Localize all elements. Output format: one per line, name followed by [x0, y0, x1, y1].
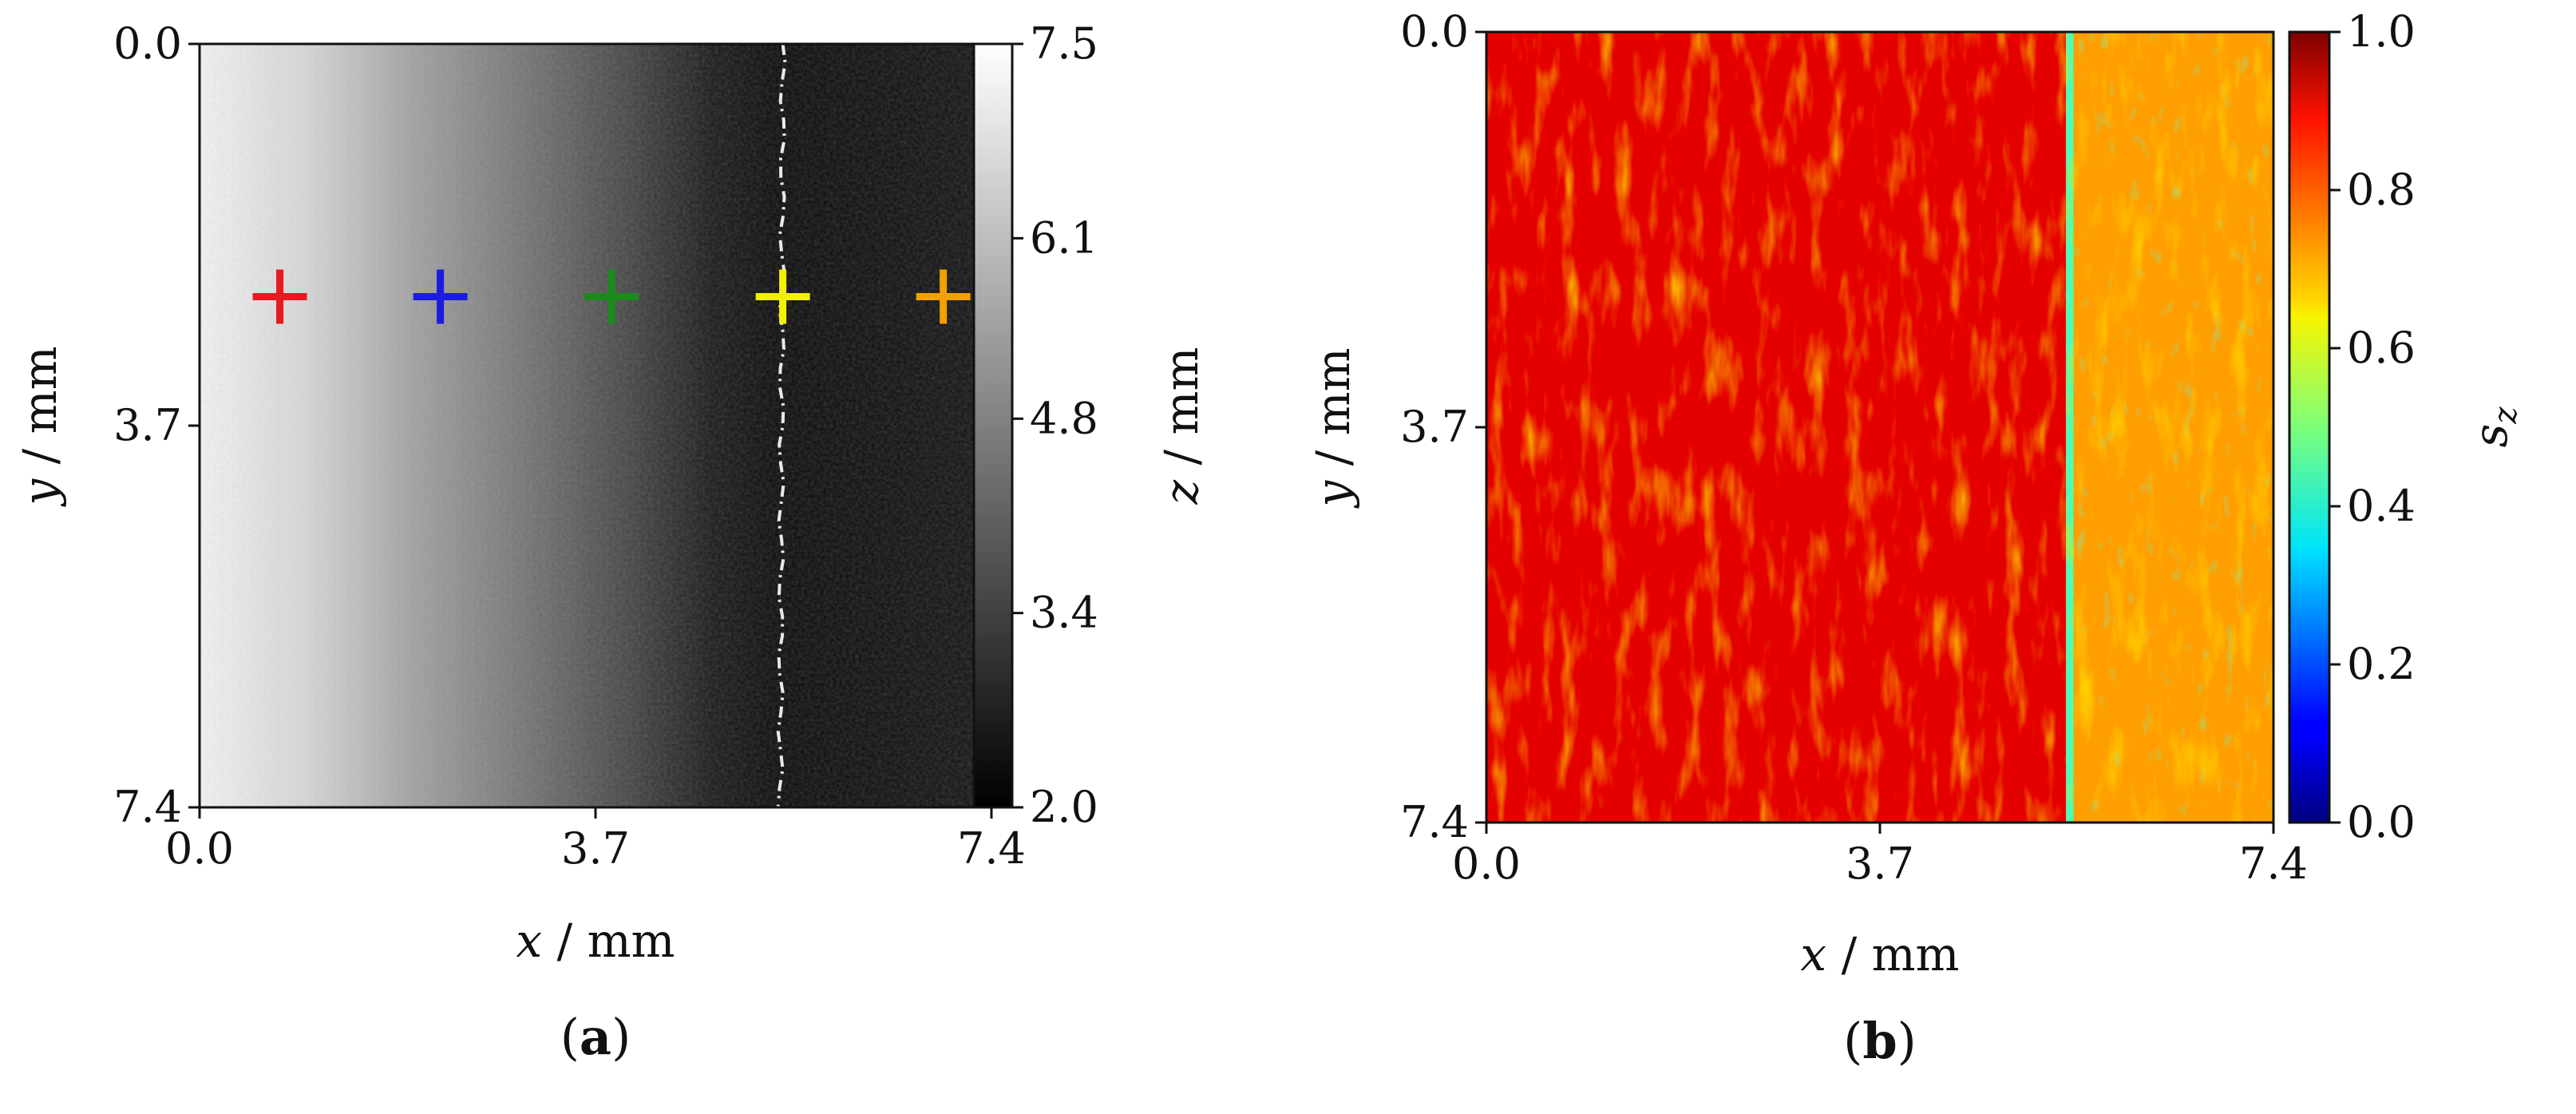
a-y-tick-label: 7.4 [113, 782, 182, 832]
colorbar [972, 42, 1014, 809]
a-colorbar-tick-label: 2.0 [1030, 782, 1098, 832]
b-x-tick-label: 3.7 [1846, 838, 1914, 889]
a-y-tick-label: 3.7 [113, 400, 182, 450]
colorbar [2288, 30, 2331, 824]
colorbar-ticks: 0.0 0.2 0.4 0.6 0.8 1.0 [2329, 6, 2416, 847]
similarity-map-texture-cool [2064, 32, 2273, 823]
a-x-tick-label: 0.0 [165, 823, 234, 874]
b-colorbar-tick-label: 1.0 [2347, 6, 2416, 57]
height-map-texture [200, 44, 991, 807]
panel-b: 0.0 3.7 7.4 0.0 3.7 7.4 x / mm y / mm 0.0 0.2… [1306, 6, 2524, 1070]
marker-cross [916, 269, 971, 324]
b-colorbar-tick-label: 0.4 [2347, 481, 2416, 531]
x-axis-label: x / mm [1800, 927, 1959, 981]
colorbar-label: z / mm [1154, 347, 1209, 505]
panel-label-b: (b) [1843, 1012, 1917, 1070]
y-ticks: 0.0 3.7 7.4 [1400, 6, 1486, 847]
colorbar-ticks: 2.0 3.4 4.8 6.1 7.5 [1012, 18, 1098, 832]
marker-cross [413, 269, 468, 324]
a-colorbar-tick-label: 4.8 [1030, 393, 1098, 443]
b-colorbar-tick-label: 0.2 [2347, 639, 2416, 689]
a-colorbar-tick-label: 6.1 [1030, 212, 1098, 263]
a-colorbar-tick-label: 3.4 [1030, 588, 1098, 638]
b-x-tick-label: 7.4 [2239, 838, 2308, 889]
bright-line [776, 43, 787, 808]
a-y-tick-label: 0.0 [113, 18, 182, 69]
b-colorbar-tick-label: 0.6 [2347, 323, 2416, 373]
colorbar-label: sz [2463, 406, 2524, 448]
b-y-tick-label: 0.0 [1400, 6, 1469, 57]
marker-cross [584, 269, 639, 324]
b-colorbar-tick-label: 0.0 [2347, 797, 2416, 847]
b-y-tick-label: 3.7 [1400, 402, 1469, 452]
y-axis-label: y / mm [1306, 347, 1360, 509]
a-colorbar-tick-label: 7.5 [1030, 18, 1098, 69]
marker-cross [755, 269, 810, 324]
panel-a: 0.0 3.7 7.4 0.0 3.7 7.4 x / mm y / mm 2.0 3.4… [13, 18, 1209, 1066]
x-axis-label: x / mm [516, 914, 675, 968]
b-x-tick-label: 0.0 [1452, 838, 1521, 889]
x-ticks: 0.0 3.7 7.4 [1452, 823, 2308, 889]
a-x-tick-label: 7.4 [957, 823, 1026, 874]
x-ticks: 0.0 3.7 7.4 [165, 807, 1026, 874]
b-y-tick-label: 7.4 [1400, 797, 1469, 847]
y-axis-label: y / mm [13, 346, 67, 507]
y-ticks: 0.0 3.7 7.4 [113, 18, 200, 832]
b-colorbar-tick-label: 0.8 [2347, 165, 2416, 215]
marker-cross [252, 269, 307, 324]
a-x-tick-label: 3.7 [561, 823, 630, 874]
panel-label-a: (a) [560, 1008, 631, 1066]
marker-group [252, 269, 971, 324]
